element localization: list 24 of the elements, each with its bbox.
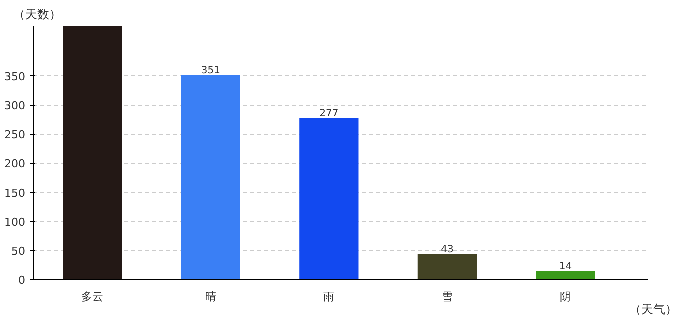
bar [536, 271, 596, 280]
x-tick-label: 晴 [205, 290, 216, 304]
y-tick-label: 250 [4, 128, 26, 142]
x-tick-label: 雨 [324, 290, 335, 304]
x-tick-label: 雪 [442, 290, 453, 304]
data-label: 14 [559, 261, 572, 272]
x-tick-label: 阴 [560, 290, 572, 304]
y-tick-label: 0 [18, 274, 26, 287]
y-tick-label: 200 [4, 158, 26, 171]
y-tick-label: 100 [4, 216, 26, 229]
y-tick-label: 350 [4, 70, 26, 84]
bar [300, 118, 359, 280]
bar [181, 75, 240, 280]
data-label: 43 [441, 244, 454, 256]
data-label: 277 [320, 108, 339, 120]
x-axis-title: （天气） [630, 302, 678, 316]
y-tick-label: 150 [4, 186, 26, 200]
bar [418, 254, 478, 280]
x-tick-label: 多云 [82, 290, 104, 304]
y-axis-title: （天数） [14, 8, 62, 22]
bar [63, 26, 122, 280]
data-label: 351 [201, 65, 220, 76]
y-tick-label: 300 [4, 100, 26, 113]
y-tick-label: 50 [12, 244, 26, 258]
